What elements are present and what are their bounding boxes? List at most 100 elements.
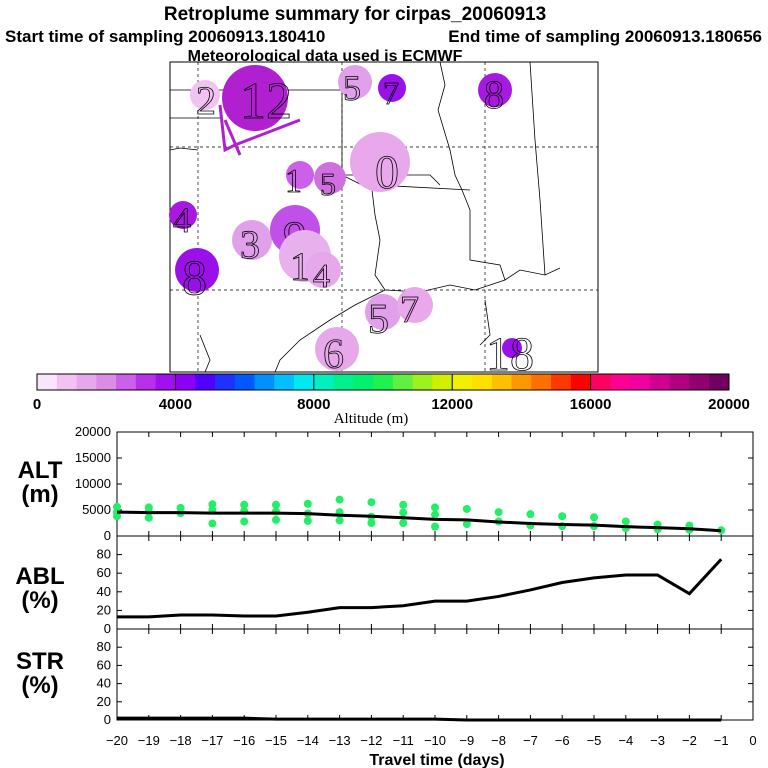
colorbar-cell [214,374,236,390]
svg-text:5: 5 [343,68,361,108]
y-tick-label: 20 [97,602,111,617]
x-tick-label: −2 [682,733,697,748]
colorbar-tick-label: 8000 [297,396,330,413]
x-tick-label: −13 [329,733,351,748]
map-marker: 5 [338,65,372,108]
particle-point [335,516,344,525]
colorbar-cell [570,374,592,390]
svg-text:5: 5 [320,166,336,202]
y-tick-label: 0 [104,621,111,636]
map-marker: 3 [232,220,272,267]
particle-point [113,512,121,521]
map-marker: 7 [378,74,406,111]
colorbar-cell [135,374,157,390]
x-tick-label: −18 [170,733,192,748]
colorbar-cell [116,374,137,390]
svg-text:0: 0 [375,146,399,199]
particle-point [431,503,439,512]
alt-panel-title: ALT [18,457,63,484]
colorbar-cell [96,374,117,390]
colorbar-tick-label: 0 [33,396,41,413]
abl-series-line [117,558,723,619]
svg-text:8: 8 [182,249,207,305]
map-marker: 8 [175,248,219,305]
map-marker: 0 [350,132,410,199]
particle-point [144,513,153,522]
colorbar-cell [471,374,493,390]
y-tick-label: 80 [97,547,111,562]
met-data-label: Meteorological data used is ECMWF [188,48,463,65]
map-marker: 12 [222,65,292,131]
x-tick-label: −10 [424,733,446,748]
x-tick-label: −1 [714,733,729,748]
colorbar-cell [432,374,453,390]
colorbar-tick-label: 20000 [708,396,750,413]
colorbar-axis-label: Altitude (m) [334,411,409,427]
figure-title: Retroplume summary for cirpas_20060913 [164,4,546,25]
svg-text:6: 6 [323,332,344,378]
map-marker: 6 [315,327,359,378]
svg-text:18: 18 [486,328,534,381]
svg-text:8: 8 [484,72,504,117]
abl-panel-title: ABL [15,563,64,590]
map-graticule [170,62,598,372]
colorbar-cell [373,374,394,390]
y-tick-label: 10000 [75,476,111,491]
x-tick-label: −19 [138,733,160,748]
colorbar-cell [551,374,572,390]
x-tick-label: −12 [360,733,382,748]
x-tick-label: −4 [618,733,633,748]
particle-point [494,508,503,517]
particle-point [272,500,280,509]
colorbar-cells [37,374,730,390]
colorbar-cell [254,374,275,390]
alt-series-line [116,510,722,533]
x-tick-label: −17 [201,733,223,748]
colorbar-cell [294,374,315,390]
particle-point [208,519,217,528]
colorbar-cell [175,374,196,390]
colorbar-tick-label: 16000 [570,396,612,413]
map-marker: 5 [365,294,401,343]
map-marker: 8 [478,72,512,117]
colorbar-tick-labels: 0 4000 8000 12000 16000 20000 [33,374,750,413]
colorbar-cell [37,374,58,390]
particle-point [399,508,408,517]
svg-text:2: 2 [196,78,216,123]
colorbar-tick-label: 12000 [431,396,473,413]
particle-point [240,517,249,526]
colorbar-cell [491,374,513,390]
alt-panel-unit: (m) [21,481,58,508]
colorbar-tick-label: 4000 [159,396,192,413]
y-tick-label: 40 [97,676,111,691]
y-tick-label: 5000 [82,502,111,517]
time-series-panels: ALT (m) ABL (%) STR (%) 0 5000 10000 15000 2… [15,424,756,768]
svg-text:4: 4 [313,258,330,295]
colorbar-cell [590,374,611,390]
retroplume-map: 12 2 5 7 8 0 1 5 4 3 9 1 4 8 5 7 6 18 [169,61,599,382]
str-panel-unit: (%) [21,672,58,699]
particle-point [240,500,249,509]
particle-point [367,498,376,507]
str-panel-frame [116,628,754,721]
particle-point [303,516,312,525]
panel-marks: 0 5000 10000 15000 20000 0 20 40 60 80 0 20 40 60 80 −2… [75,424,757,748]
colorbar-cell [56,374,78,390]
svg-text:4: 4 [173,200,191,240]
particle-point [590,513,598,522]
colorbar-cell [392,374,414,390]
abl-panel-unit: (%) [21,587,58,614]
map-marker: 18 [486,328,535,382]
altitude-colorbar: 0 4000 8000 12000 16000 20000 Altitude (m) [33,373,750,427]
svg-text:12: 12 [240,73,292,130]
x-tick-label: −6 [555,733,570,748]
map-marker: 5 [314,162,346,202]
x-tick-label: −14 [297,733,319,748]
str-panel-title: STR [16,648,64,675]
svg-text:1: 1 [285,163,302,200]
svg-text:1: 1 [290,244,310,289]
x-tick-label: −7 [523,733,538,748]
colorbar-cell [511,374,532,390]
colorbar-cell [195,374,216,390]
colorbar-cell [412,374,433,390]
